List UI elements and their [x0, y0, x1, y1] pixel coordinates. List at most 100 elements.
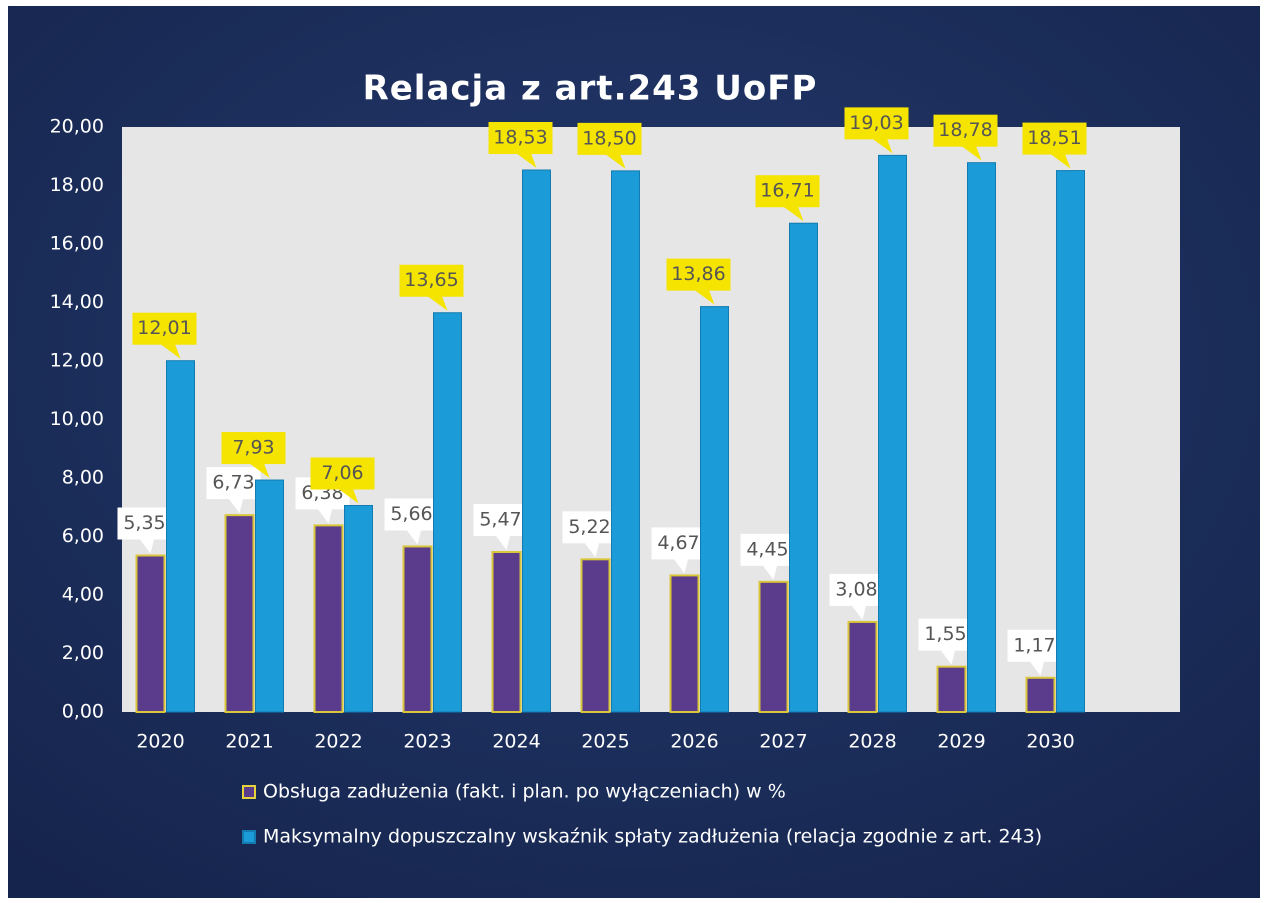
data-label: 6,73: [212, 472, 254, 494]
label-pointer: [316, 507, 333, 524]
label-pointer: [336, 487, 359, 504]
bar: [344, 504, 373, 713]
data-label: 19,03: [849, 112, 903, 134]
label-pointer: [405, 528, 422, 545]
data-label: 7,93: [232, 437, 274, 459]
x-tick-label: 2029: [937, 731, 985, 753]
x-tick-label: 2023: [403, 731, 451, 753]
data-label: 5,47: [479, 509, 521, 531]
x-tick-label: 2020: [136, 731, 184, 753]
x-tick-label: 2025: [581, 731, 629, 753]
data-label: 3,08: [835, 578, 877, 600]
label-box: [562, 511, 617, 544]
label-pointer: [158, 342, 181, 359]
label-box: [221, 432, 286, 465]
data-label: 5,22: [568, 516, 610, 538]
y-tick-label: 12,00: [50, 350, 104, 372]
x-tick-label: 2022: [314, 731, 362, 753]
data-label: 4,45: [746, 538, 788, 560]
x-tick-label: 2027: [759, 731, 807, 753]
data-label: 4,67: [657, 532, 699, 554]
y-tick-label: 0,00: [62, 701, 104, 723]
data-label: 7,06: [321, 462, 363, 484]
legend-marker: [242, 830, 256, 844]
bar: [433, 312, 462, 713]
bar: [402, 545, 433, 713]
data-label: 16,71: [760, 180, 814, 202]
bar: [669, 574, 700, 714]
data-label: 1,17: [1013, 634, 1055, 656]
label-pointer: [514, 151, 537, 168]
label-pointer: [583, 541, 600, 558]
bar: [967, 162, 996, 713]
label-pointer: [761, 563, 778, 580]
bar: [255, 479, 284, 713]
label-box: [132, 312, 197, 345]
bar: [700, 306, 729, 713]
bar: [580, 558, 611, 713]
legend-label: Maksymalny dopuszczalny wskaźnik spłaty …: [263, 826, 1042, 848]
label-box: [740, 533, 795, 566]
data-label: 1,55: [924, 623, 966, 645]
label-pointer: [425, 294, 448, 311]
label-pointer: [138, 537, 155, 554]
x-tick-label: 2024: [492, 731, 540, 753]
bar: [313, 524, 344, 714]
bar: [1025, 676, 1056, 714]
label-box: [918, 618, 973, 651]
chart-title: Relacja z art.243 UoFP: [363, 69, 818, 109]
data-label: 18,50: [582, 127, 636, 149]
label-pointer: [850, 603, 867, 620]
label-box: [933, 114, 998, 147]
y-tick-label: 6,00: [62, 525, 104, 547]
label-pointer: [1028, 659, 1045, 676]
bar: [936, 665, 967, 713]
label-pointer: [603, 152, 626, 169]
data-label: 18,51: [1027, 127, 1081, 149]
label-box: [488, 121, 553, 154]
label-box: [829, 573, 884, 606]
data-label: 13,86: [671, 263, 725, 285]
label-box: [473, 504, 528, 537]
label-pointer: [247, 462, 270, 479]
plot-area: [122, 127, 1180, 712]
data-label: 18,78: [938, 119, 992, 141]
label-box: [844, 107, 909, 140]
bar: [522, 169, 551, 713]
y-tick-label: 20,00: [50, 116, 104, 138]
label-pointer: [672, 557, 689, 574]
bar: [1056, 170, 1085, 713]
data-label: 18,53: [493, 126, 547, 148]
data-label: 13,65: [404, 269, 458, 291]
label-pointer: [227, 497, 244, 514]
label-box: [384, 498, 439, 531]
x-tick-label: 2021: [225, 731, 273, 753]
label-pointer: [494, 534, 511, 551]
legend-marker: [242, 785, 256, 799]
data-label: 5,35: [123, 512, 165, 534]
label-box: [651, 527, 706, 560]
bar: [758, 580, 789, 714]
y-tick-label: 14,00: [50, 291, 104, 313]
label-box: [310, 457, 375, 490]
y-tick-label: 10,00: [50, 408, 104, 430]
label-pointer: [939, 648, 956, 665]
label-box: [577, 122, 642, 155]
label-box: [117, 507, 172, 540]
label-pointer: [692, 288, 715, 305]
label-pointer: [870, 137, 893, 154]
y-tick-label: 4,00: [62, 584, 104, 606]
y-tick-label: 8,00: [62, 467, 104, 489]
y-tick-label: 2,00: [62, 642, 104, 664]
label-pointer: [1048, 152, 1071, 169]
y-tick-label: 18,00: [50, 174, 104, 196]
x-tick-label: 2030: [1026, 731, 1074, 753]
data-label: 5,66: [390, 503, 432, 525]
bar: [491, 551, 522, 713]
label-pointer: [959, 144, 982, 161]
bar: [224, 514, 255, 714]
legend-label: Obsługa zadłużenia (fakt. i plan. po wył…: [263, 781, 786, 803]
bar: [789, 222, 818, 713]
label-box: [666, 258, 731, 291]
